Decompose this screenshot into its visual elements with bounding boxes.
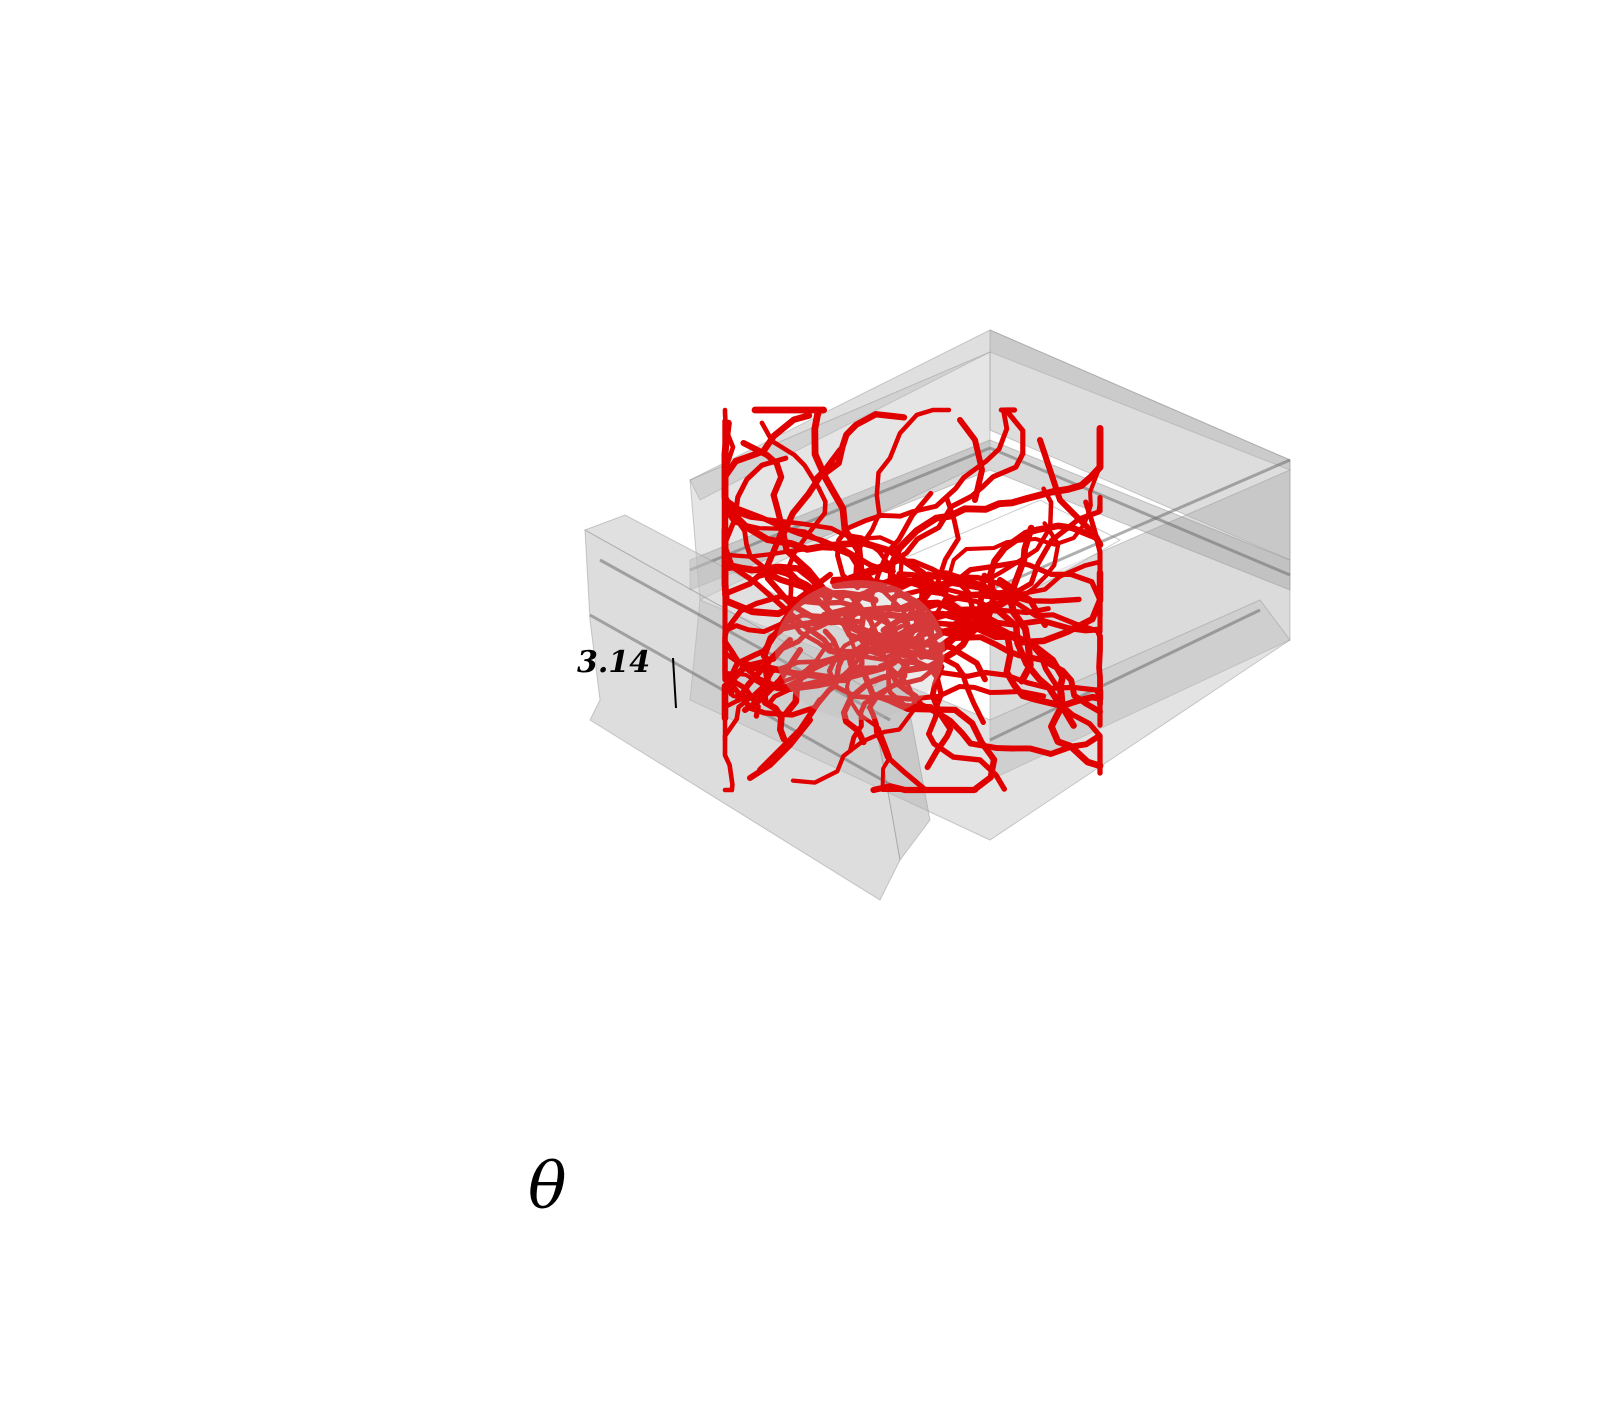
trajectory-path — [902, 599, 1104, 710]
trajectory-path — [1037, 437, 1093, 533]
axis-tick-mark — [672, 657, 677, 709]
trajectory-path — [759, 420, 860, 654]
trajectory-path — [891, 588, 1051, 616]
trajectory-path — [721, 419, 944, 596]
trajectory-path — [928, 522, 1104, 640]
trajectory-path — [783, 638, 929, 716]
trajectory-path — [740, 439, 928, 624]
trajectory-path — [727, 571, 833, 697]
trajectory-path — [751, 406, 862, 577]
frame-edge-3 — [989, 608, 1261, 742]
trajectory-path — [930, 499, 1103, 635]
trajectory-path — [812, 447, 843, 483]
trajectory-path — [830, 575, 1103, 707]
trajectory-path — [835, 407, 1012, 591]
trajectory-path — [780, 411, 908, 601]
axis-tick-label: 3.14 — [577, 645, 650, 680]
axis-label-theta: θ — [528, 1150, 567, 1224]
trajectory-path — [919, 495, 961, 650]
trajectory-path — [896, 571, 1082, 604]
trajectory-path — [826, 652, 1047, 702]
trajectory-path — [872, 559, 1103, 656]
trajectory-path — [864, 559, 1103, 601]
trajectory-path — [742, 647, 803, 713]
trajectory-bundle — [721, 406, 1104, 794]
trajectory-path — [849, 594, 1007, 792]
trajectory-path — [840, 634, 926, 746]
trajectory-path — [868, 490, 934, 639]
frame-edge-2 — [989, 446, 1291, 577]
trajectory-path — [735, 637, 793, 703]
trajectory-path — [856, 612, 1102, 757]
isosurface-core — [775, 580, 945, 720]
bar-edge-2 — [599, 558, 891, 722]
trajectory-path — [722, 494, 865, 577]
trajectory-path — [747, 717, 813, 781]
trajectory-path — [757, 697, 823, 773]
trajectory-path — [918, 620, 1103, 776]
trajectory-path — [957, 417, 985, 503]
trajectory-path — [858, 626, 986, 725]
trajectory-path — [722, 635, 873, 719]
trajectory-path — [765, 624, 904, 708]
trajectory-path — [997, 577, 1048, 628]
